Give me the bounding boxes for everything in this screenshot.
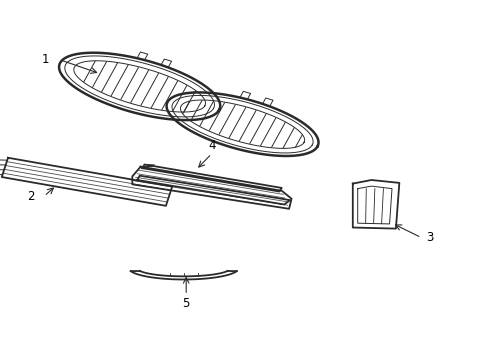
Text: 1: 1 [42, 53, 49, 66]
Text: 3: 3 [426, 231, 434, 244]
Text: 4: 4 [208, 139, 216, 152]
Text: 2: 2 [27, 190, 34, 203]
Text: 5: 5 [182, 297, 190, 310]
